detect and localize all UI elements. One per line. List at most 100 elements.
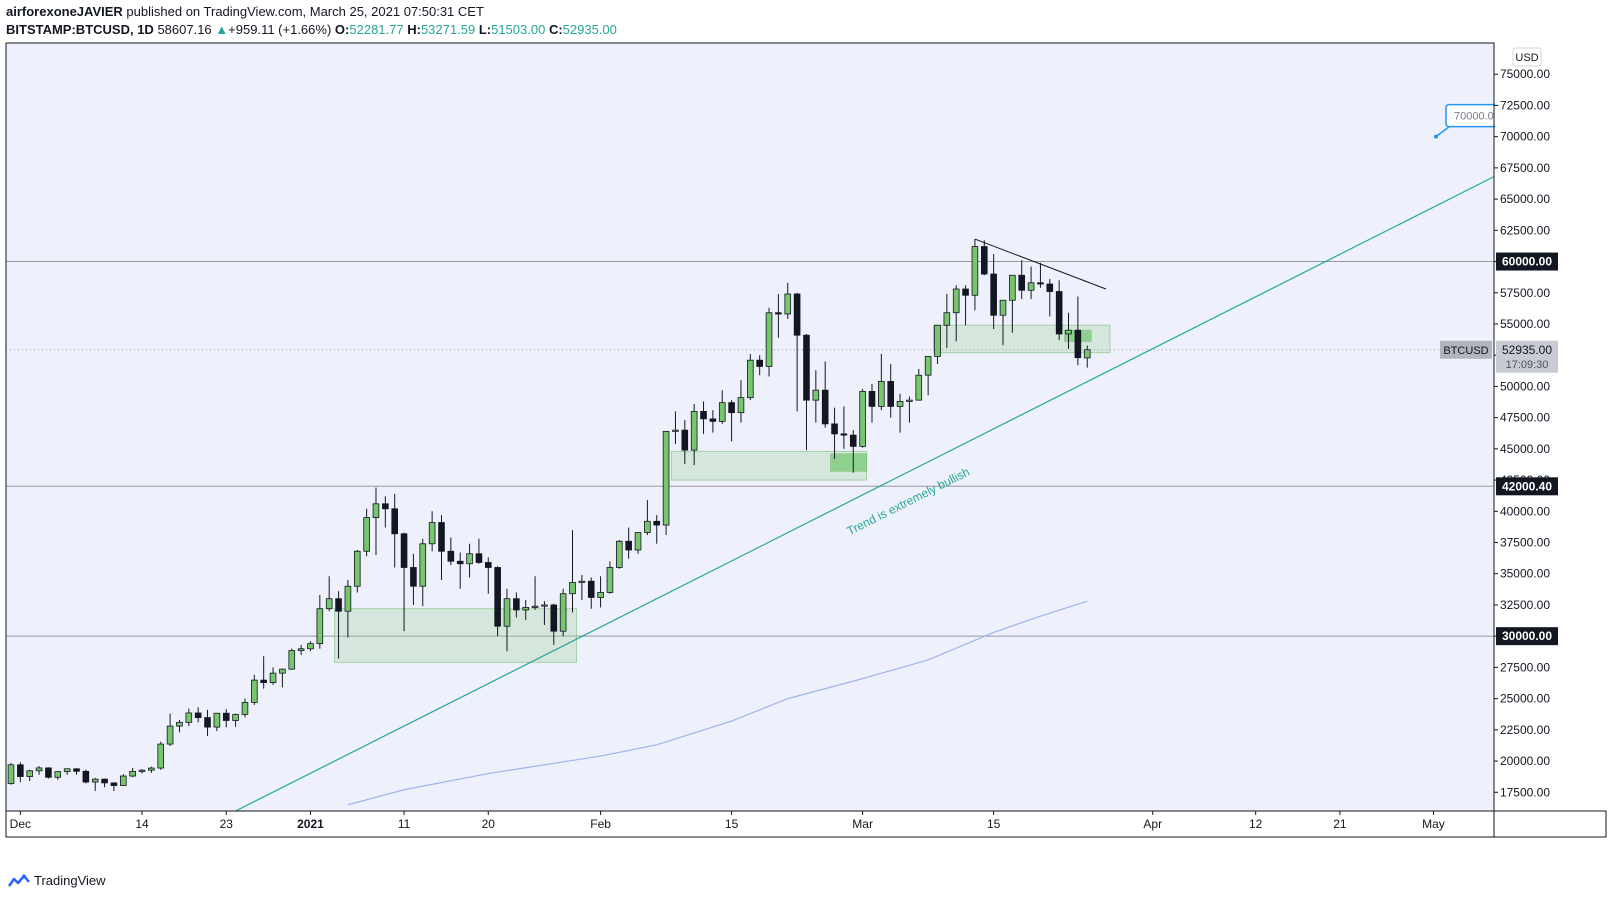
candle-body — [503, 598, 511, 627]
candles-layer — [7, 239, 1091, 792]
candle-body — [1009, 274, 1016, 301]
candle-body — [35, 767, 43, 772]
brand-text: TradingView — [34, 873, 106, 888]
time-tick-label: 21 — [1333, 817, 1347, 831]
candle-body — [541, 604, 548, 607]
time-tick-label: Dec — [10, 817, 31, 831]
time-tick-label: 2021 — [297, 817, 324, 831]
author-name[interactable]: airforexoneJAVIER — [6, 4, 123, 19]
candle-body — [335, 598, 342, 612]
time-tick-label: Mar — [852, 817, 873, 831]
zones-layer — [334, 324, 1111, 663]
candle-body — [204, 717, 211, 728]
candle-body — [578, 580, 586, 583]
price-change: +959.11 (+1.66%) — [228, 22, 332, 37]
price-tick-label: 70000.00 — [1500, 130, 1550, 144]
candle-body — [129, 771, 136, 777]
candle-body — [353, 550, 361, 587]
low-value: 51503.00 — [491, 22, 546, 37]
candle-body — [709, 418, 717, 422]
candle-body — [475, 553, 483, 563]
level-price-label-bg — [1496, 477, 1558, 496]
candle-body — [616, 540, 623, 568]
published-text: published on TradingView.com, March 25, … — [126, 4, 484, 19]
candle-body — [372, 503, 380, 518]
candle-body — [260, 679, 267, 684]
price-tick-label: 37500.00 — [1500, 536, 1550, 550]
open-value: 52281.77 — [349, 22, 404, 37]
close-label: C: — [548, 22, 563, 37]
candle-body — [1018, 274, 1026, 291]
candle-body — [382, 503, 389, 510]
candle-body — [756, 359, 763, 367]
candle-body — [868, 391, 876, 407]
candle-body — [232, 714, 239, 721]
time-tick-label: 20 — [482, 817, 496, 831]
candle-body — [363, 517, 370, 552]
time-tick-label: 14 — [135, 817, 149, 831]
candle-body — [1065, 329, 1072, 335]
candle-body — [662, 430, 670, 526]
low-label: L: — [478, 22, 492, 37]
level-price-label: 30000.00 — [1502, 629, 1552, 643]
symbol-info-bar: BITSTAMP:BTCUSD, 1D 58607.16 ▲+959.11 (+… — [6, 22, 617, 37]
current-price-label: 52935.00 — [1502, 343, 1552, 357]
footer-brand[interactable]: TradingView — [8, 873, 106, 888]
candle-body — [690, 410, 698, 451]
moving-average-layer — [347, 600, 1088, 806]
time-tick-label: May — [1422, 817, 1445, 831]
plot-area[interactable] — [6, 43, 1494, 811]
candle-body — [438, 522, 445, 552]
candle-body — [157, 743, 165, 769]
symbol-tag-bg — [1440, 340, 1492, 359]
candle-body — [775, 312, 782, 315]
candle-body — [45, 767, 52, 778]
candle-body — [840, 433, 848, 436]
price-axis-bg — [1495, 43, 1607, 811]
price-tick-label: 17500.00 — [1500, 785, 1550, 799]
candle-body — [1074, 329, 1082, 359]
candle-body — [915, 374, 923, 401]
price-tick-label: 25000.00 — [1500, 692, 1550, 706]
price-tick-label: 55000.00 — [1500, 317, 1550, 331]
candle-body — [410, 567, 417, 587]
candle-body — [391, 508, 398, 535]
candle-body — [344, 585, 352, 612]
candle-body — [681, 429, 689, 451]
callout-layer: 70000.0 BTCUSD — [1434, 103, 1507, 359]
high-label: H: — [407, 22, 421, 37]
tradingview-logo-icon — [8, 874, 30, 887]
candle-body — [110, 782, 118, 786]
candle-body — [634, 532, 642, 551]
level-price-label: 42000.40 — [1502, 479, 1552, 493]
countdown-label: 17:09:30 — [1506, 359, 1549, 371]
time-axis[interactable]: Dec 14 23 2021 11 20 Feb 15 Mar 15 Apr 12 21 May — [5, 810, 1607, 838]
candle-body — [625, 540, 632, 551]
candle-body — [859, 391, 866, 447]
symbol-label: BITSTAMP:BTCUSD, 1D — [6, 22, 154, 37]
candle-body — [138, 769, 146, 772]
time-tick-label: 15 — [987, 817, 1001, 831]
candle-body — [325, 598, 333, 610]
candle-body — [1055, 291, 1063, 335]
price-tick-label: 47500.00 — [1500, 411, 1550, 425]
price-axis[interactable]: 75000.00 72500.00 70000.00 67500.00 65000.00… — [1493, 43, 1607, 811]
price-tick-label: 35000.00 — [1500, 567, 1550, 581]
candle-body — [120, 775, 127, 786]
candle-body — [531, 605, 539, 608]
candle-body — [148, 767, 155, 771]
candle-body — [952, 288, 960, 314]
currency-label: USD — [1515, 52, 1538, 64]
horizontal-levels-layer — [6, 261, 1494, 637]
candle-body — [934, 324, 941, 357]
candle-body — [7, 764, 15, 784]
candle-body — [297, 648, 305, 651]
candle-body — [251, 679, 258, 703]
candle-body — [185, 712, 193, 723]
candle-body — [569, 582, 576, 595]
time-tick-label: Apr — [1143, 817, 1162, 831]
candle-body — [91, 778, 99, 783]
candle-body — [803, 334, 810, 401]
candle-body — [587, 580, 595, 598]
